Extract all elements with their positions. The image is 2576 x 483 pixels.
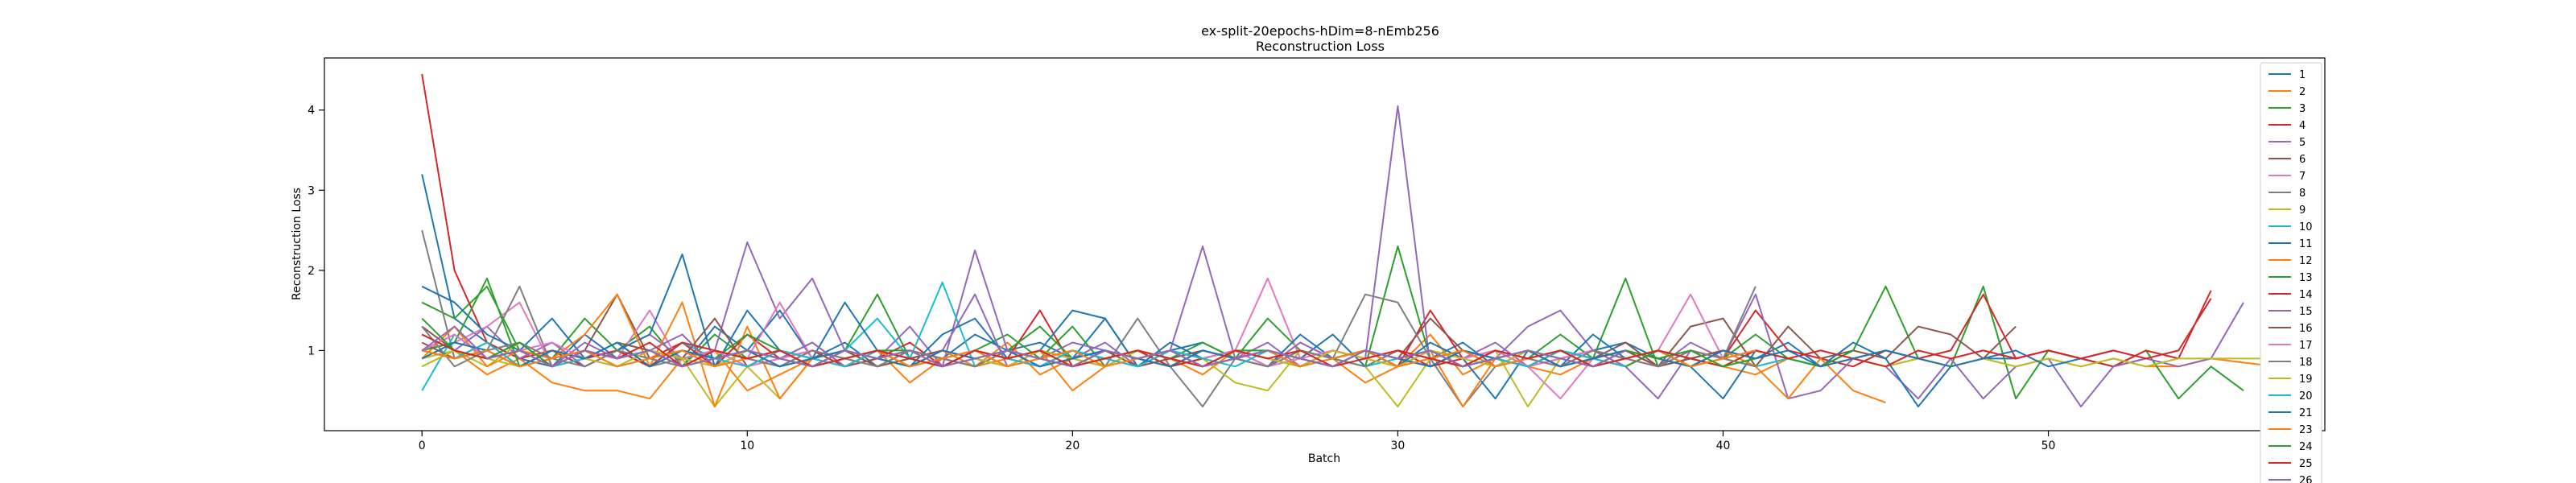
legend-entry: 24 — [2299, 441, 2313, 453]
legend-entry: 5 — [2299, 137, 2306, 149]
legend-entry: 15 — [2299, 306, 2313, 318]
legend-entry: 10 — [2299, 221, 2313, 233]
legend-box — [2260, 62, 2322, 483]
legend-entry: 26 — [2299, 475, 2313, 483]
legend-entry: 14 — [2299, 289, 2313, 301]
plot-frame — [324, 57, 2326, 431]
y-tick-label: 4 — [308, 105, 315, 118]
x-tick-label: 40 — [1716, 440, 1731, 452]
legend-entry: 2 — [2299, 86, 2306, 98]
series-layer — [421, 73, 2309, 408]
legend-entry: 9 — [2299, 204, 2306, 217]
legend-entry: 16 — [2299, 323, 2313, 335]
x-axis-label: Batch — [1308, 452, 1340, 465]
legend-entry: 17 — [2299, 340, 2313, 352]
y-tick-label: 2 — [308, 265, 315, 278]
legend-entry: 21 — [2299, 407, 2313, 419]
legend-entry: 4 — [2299, 120, 2306, 132]
chart-subtitle: Reconstruction Loss — [1256, 39, 1385, 54]
y-tick-label: 3 — [308, 184, 315, 197]
legend-entry: 23 — [2299, 424, 2313, 436]
y-axis: 1 2 3 4 — [308, 105, 324, 357]
x-axis: 0 10 20 30 40 50 — [419, 431, 2056, 452]
legend-entry: 18 — [2299, 357, 2313, 369]
series-line-26 — [421, 325, 1626, 368]
x-tick-label: 0 — [419, 440, 426, 452]
legend-entry: 11 — [2299, 238, 2313, 250]
x-tick-label: 30 — [1391, 440, 1406, 452]
legend-entry: 3 — [2299, 103, 2306, 115]
legend-entry: 19 — [2299, 374, 2313, 386]
legend-entry: 13 — [2299, 272, 2313, 284]
x-tick-label: 50 — [2041, 440, 2056, 452]
legend-entry: 25 — [2299, 458, 2313, 470]
legend-entry: 12 — [2299, 255, 2313, 267]
x-tick-label: 20 — [1065, 440, 1080, 452]
legend-entry: 7 — [2299, 171, 2306, 183]
legend-entry: 1 — [2299, 69, 2306, 81]
y-tick-label: 1 — [308, 345, 315, 357]
legend-entry: 6 — [2299, 154, 2306, 166]
x-tick-label: 10 — [740, 440, 754, 452]
series-line-25 — [421, 333, 1691, 368]
legend: 1234567891011121314151617181920212324252… — [2260, 62, 2322, 483]
y-axis-label: Reconstruction Loss — [291, 188, 303, 300]
legend-entry: 20 — [2299, 390, 2313, 402]
chart-title: ex-split-20epochs-hDim=8-nEmb256 — [1201, 23, 1439, 39]
legend-entry: 8 — [2299, 188, 2306, 200]
